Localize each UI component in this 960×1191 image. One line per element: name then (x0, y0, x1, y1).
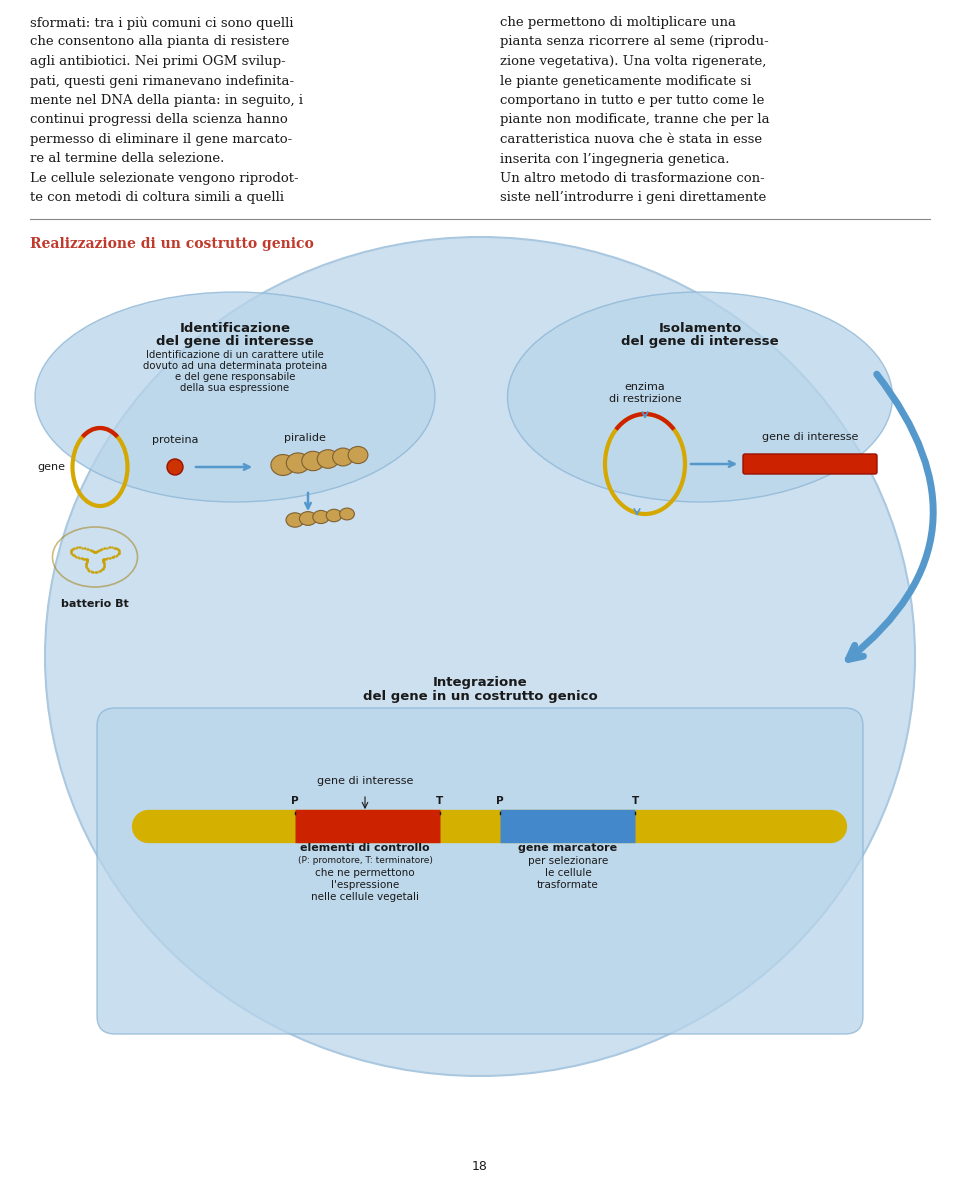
Text: piante non modificate, tranne che per la: piante non modificate, tranne che per la (500, 113, 770, 126)
Text: batterio Bt: batterio Bt (61, 599, 129, 609)
Text: Realizzazione di un costrutto genico: Realizzazione di un costrutto genico (30, 237, 314, 251)
FancyArrowPatch shape (849, 374, 933, 660)
Ellipse shape (348, 447, 368, 463)
Text: comportano in tutto e per tutto come le: comportano in tutto e per tutto come le (500, 94, 764, 107)
Text: continui progressi della scienza hanno: continui progressi della scienza hanno (30, 113, 288, 126)
FancyBboxPatch shape (97, 707, 863, 1034)
Text: T: T (437, 796, 444, 806)
Text: T: T (632, 796, 638, 806)
Text: del gene in un costrutto genico: del gene in un costrutto genico (363, 690, 597, 703)
Text: elementi di controllo: elementi di controllo (300, 843, 430, 853)
Text: le cellule: le cellule (544, 868, 591, 878)
Text: gene di interesse: gene di interesse (317, 777, 413, 786)
Text: del gene di interesse: del gene di interesse (156, 335, 314, 348)
Ellipse shape (286, 453, 310, 473)
Text: re al termine della selezione.: re al termine della selezione. (30, 152, 225, 166)
Ellipse shape (271, 455, 295, 475)
Text: (P: promotore, T: terminatore): (P: promotore, T: terminatore) (298, 856, 432, 865)
Text: pianta senza ricorrere al seme (riprodu-: pianta senza ricorrere al seme (riprodu- (500, 36, 769, 49)
Ellipse shape (301, 451, 324, 470)
Text: proteina: proteina (152, 435, 199, 445)
Text: P: P (496, 796, 504, 806)
Text: le piante geneticamente modificate si: le piante geneticamente modificate si (500, 75, 752, 87)
Text: enzima: enzima (625, 382, 665, 392)
Text: del gene di interesse: del gene di interesse (621, 335, 779, 348)
Ellipse shape (333, 448, 353, 466)
Text: gene: gene (37, 462, 65, 472)
Text: che ne permettono: che ne permettono (315, 868, 415, 878)
Text: che permettono di moltiplicare una: che permettono di moltiplicare una (500, 15, 736, 29)
Text: permesso di eliminare il gene marcato-: permesso di eliminare il gene marcato- (30, 133, 292, 146)
Text: di restrizione: di restrizione (609, 394, 682, 404)
Text: Identificazione di un carattere utile: Identificazione di un carattere utile (146, 350, 324, 360)
Text: Isolamento: Isolamento (659, 322, 742, 335)
Ellipse shape (300, 512, 317, 525)
Text: Le cellule selezionate vengono riprodot-: Le cellule selezionate vengono riprodot- (30, 172, 299, 185)
Text: agli antibiotici. Nei primi OGM svilup-: agli antibiotici. Nei primi OGM svilup- (30, 55, 286, 68)
Text: 18: 18 (472, 1160, 488, 1172)
Circle shape (167, 459, 183, 475)
Text: l'espressione: l'espressione (331, 880, 399, 890)
Text: caratteristica nuova che è stata in esse: caratteristica nuova che è stata in esse (500, 133, 762, 146)
Text: gene di interesse: gene di interesse (762, 432, 858, 442)
Ellipse shape (286, 513, 304, 528)
Text: Integrazione: Integrazione (433, 676, 527, 690)
Text: mente nel DNA della pianta: in seguito, i: mente nel DNA della pianta: in seguito, … (30, 94, 303, 107)
Ellipse shape (313, 511, 329, 524)
Text: inserita con l’ingegneria genetica.: inserita con l’ingegneria genetica. (500, 152, 730, 166)
Ellipse shape (340, 509, 354, 520)
Text: piralide: piralide (284, 434, 326, 443)
FancyBboxPatch shape (743, 454, 877, 474)
Text: gene marcatore: gene marcatore (518, 843, 617, 853)
Text: siste nell’introdurre i geni direttamente: siste nell’introdurre i geni direttament… (500, 192, 766, 205)
Ellipse shape (45, 237, 915, 1075)
Text: zione vegetativa). Una volta rigenerate,: zione vegetativa). Una volta rigenerate, (500, 55, 766, 68)
Text: che consentono alla pianta di resistere: che consentono alla pianta di resistere (30, 36, 289, 49)
Ellipse shape (35, 292, 435, 501)
Text: nelle cellule vegetali: nelle cellule vegetali (311, 892, 419, 902)
Text: della sua espressione: della sua espressione (180, 384, 290, 393)
Text: trasformate: trasformate (538, 880, 599, 890)
Text: dovuto ad una determinata proteina: dovuto ad una determinata proteina (143, 361, 327, 372)
Ellipse shape (508, 292, 893, 501)
Text: pati, questi geni rimanevano indefinita-: pati, questi geni rimanevano indefinita- (30, 75, 294, 87)
Ellipse shape (317, 450, 339, 468)
Text: sformati: tra i più comuni ci sono quelli: sformati: tra i più comuni ci sono quell… (30, 15, 294, 30)
Text: e del gene responsabile: e del gene responsabile (175, 372, 295, 382)
Ellipse shape (326, 510, 342, 522)
Text: Identificazione: Identificazione (180, 322, 291, 335)
Text: per selezionare: per selezionare (528, 856, 608, 866)
Text: te con metodi di coltura simili a quelli: te con metodi di coltura simili a quelli (30, 192, 284, 205)
Text: P: P (291, 796, 299, 806)
Text: Un altro metodo di trasformazione con-: Un altro metodo di trasformazione con- (500, 172, 765, 185)
